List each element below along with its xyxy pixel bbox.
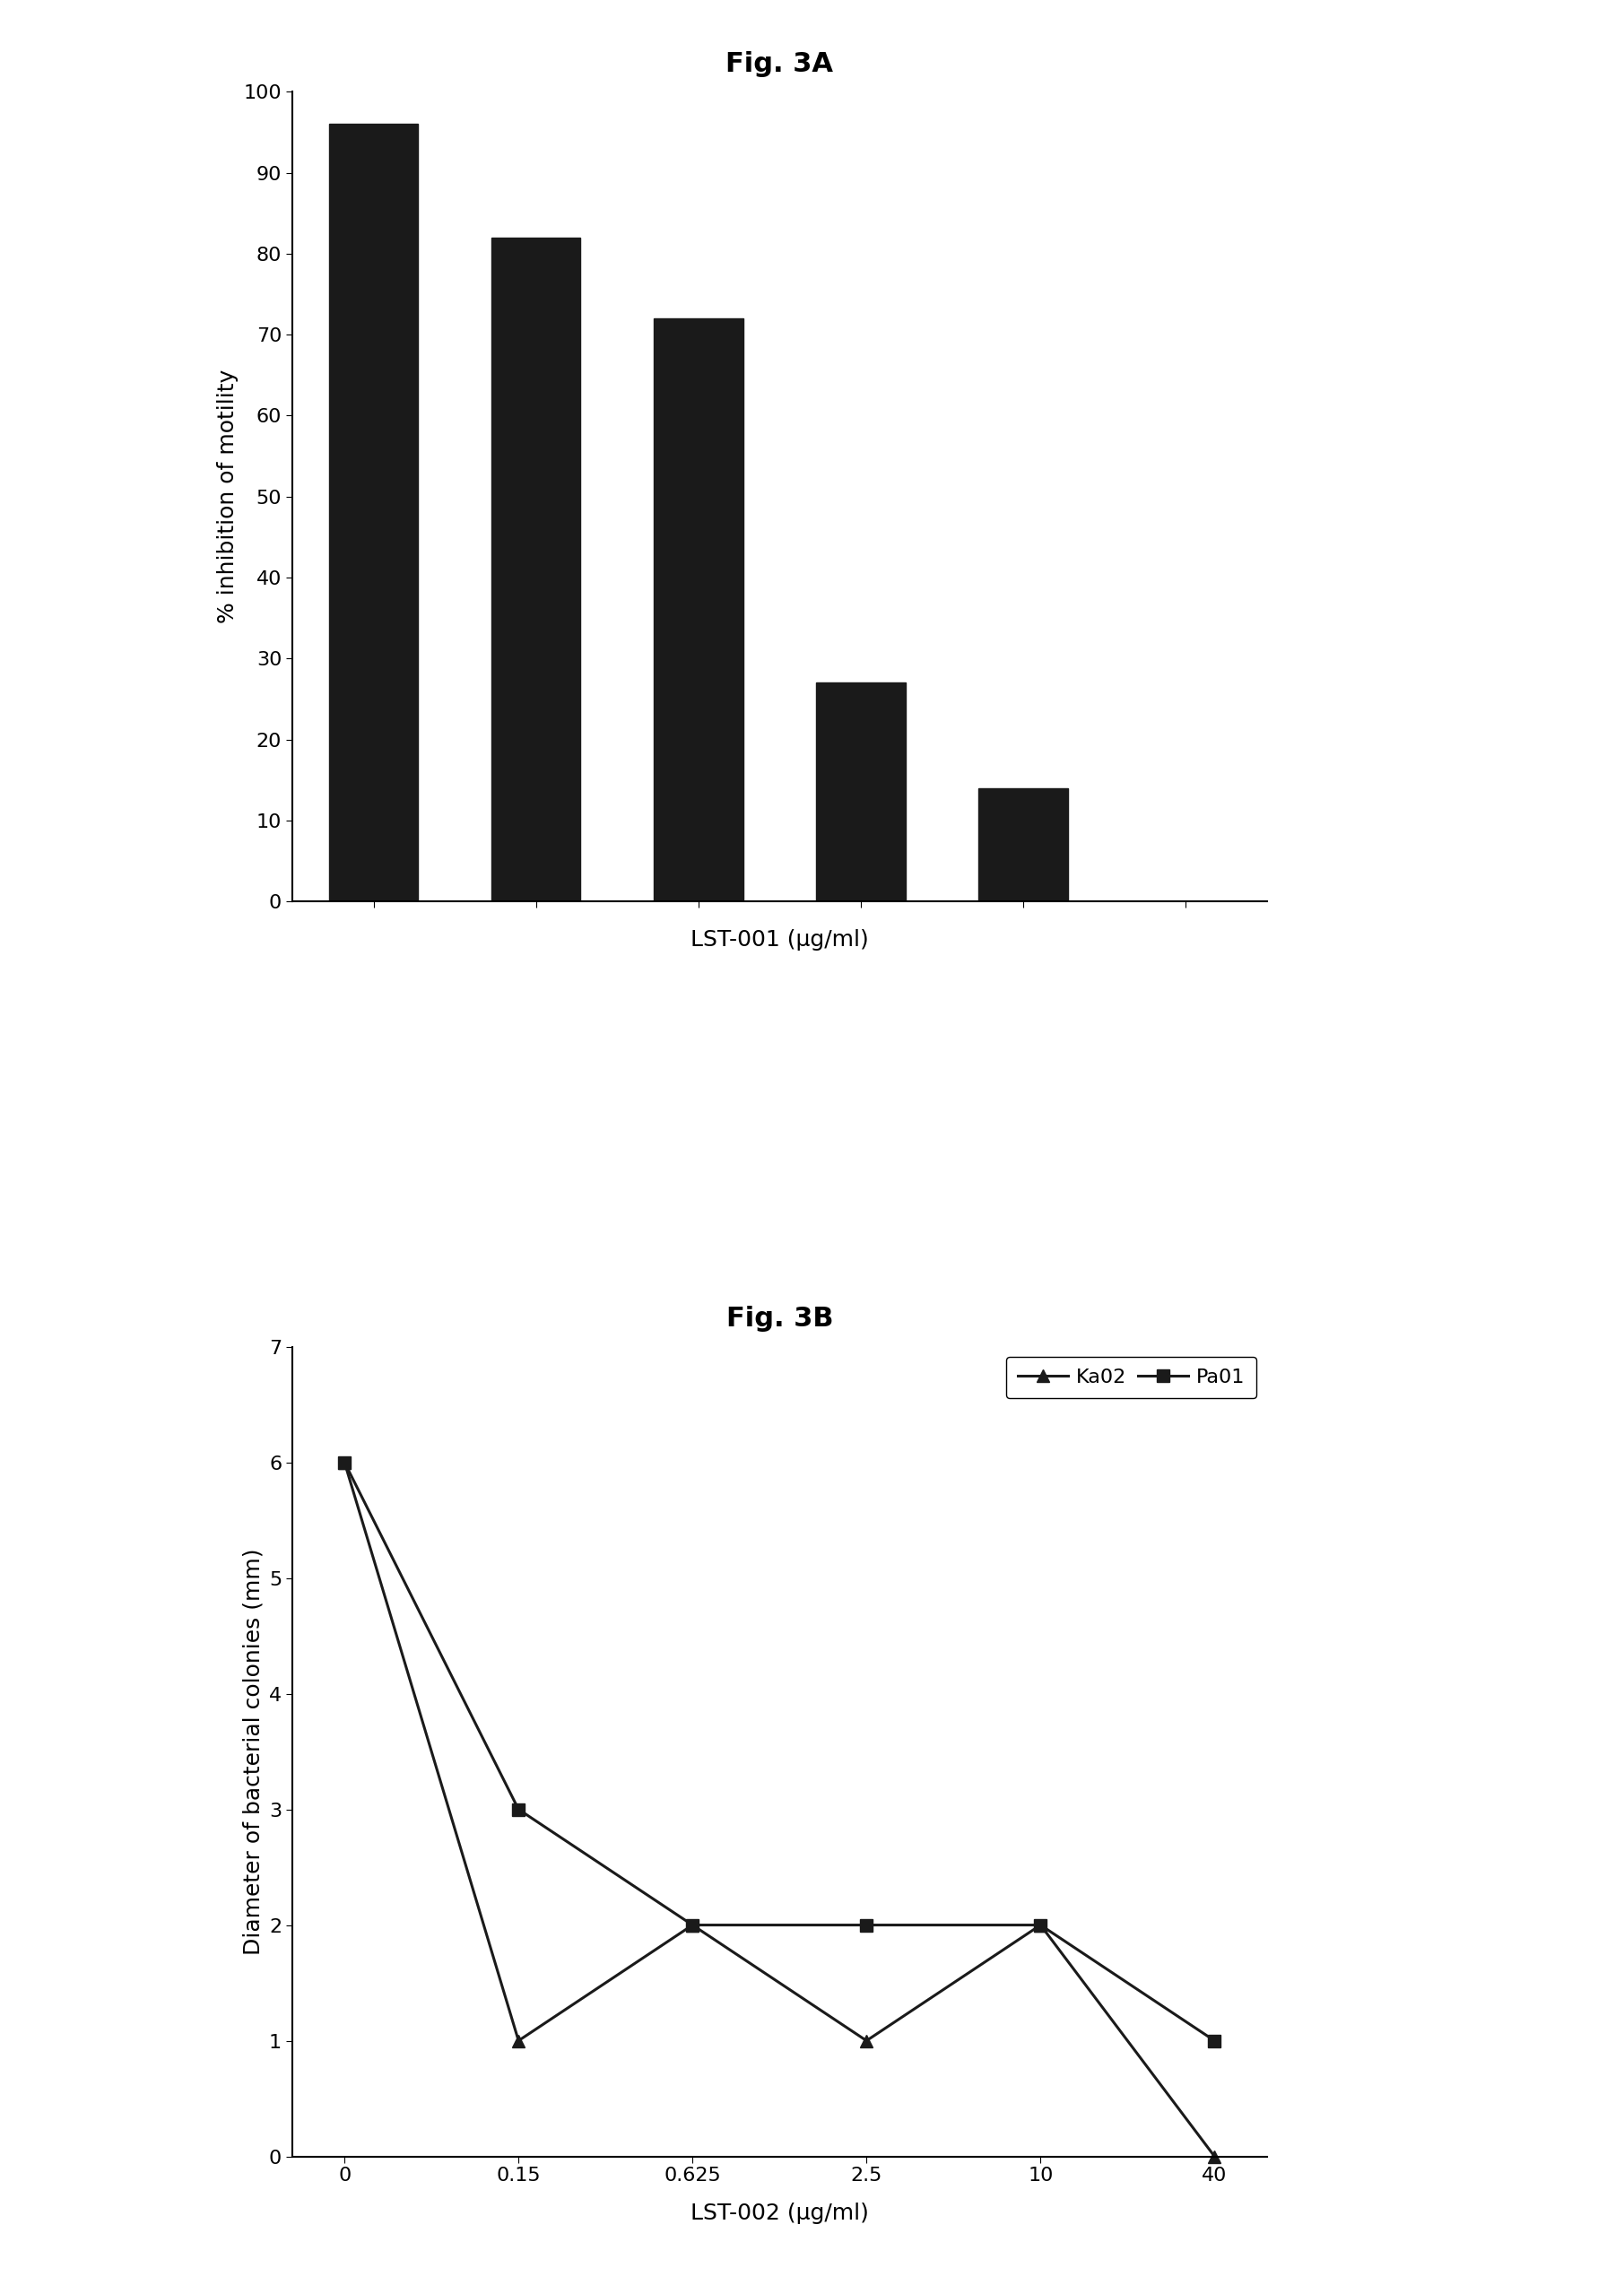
Title: Fig. 3A: Fig. 3A <box>726 50 833 78</box>
Ka02 <box>335 1448 354 1475</box>
Title: Fig. 3B: Fig. 3B <box>726 1305 833 1333</box>
Y-axis label: % inhibition of motility: % inhibition of motility <box>218 369 239 624</box>
Bar <box>653 319 744 902</box>
X-axis label: LST-002 (μg/ml): LST-002 (μg/ml) <box>690 2202 869 2223</box>
Y-axis label: Diameter of bacterial colonies (mm): Diameter of bacterial colonies (mm) <box>242 1548 265 1954</box>
Line: Pa01: Pa01 <box>338 1457 1221 2046</box>
Ka02 <box>857 2028 877 2055</box>
Pa01 <box>335 1448 354 1475</box>
Pa01 <box>508 1796 528 1824</box>
Bar <box>978 789 1069 902</box>
Legend: Ka02, Pa01: Ka02, Pa01 <box>1007 1356 1257 1399</box>
Line: Ka02: Ka02 <box>338 1457 1221 2163</box>
X-axis label: LST-001 (μg/ml): LST-001 (μg/ml) <box>690 929 869 952</box>
Bar <box>328 124 419 902</box>
Pa01 <box>1205 2028 1224 2055</box>
Bar <box>817 684 906 902</box>
Pa01 <box>1031 1911 1051 1938</box>
Ka02 <box>1031 1911 1051 1938</box>
Ka02 <box>508 2028 528 2055</box>
Bar <box>492 239 581 902</box>
Pa01 <box>682 1911 702 1938</box>
Ka02 <box>1205 2143 1224 2170</box>
Ka02 <box>682 1911 702 1938</box>
Pa01 <box>857 1911 877 1938</box>
